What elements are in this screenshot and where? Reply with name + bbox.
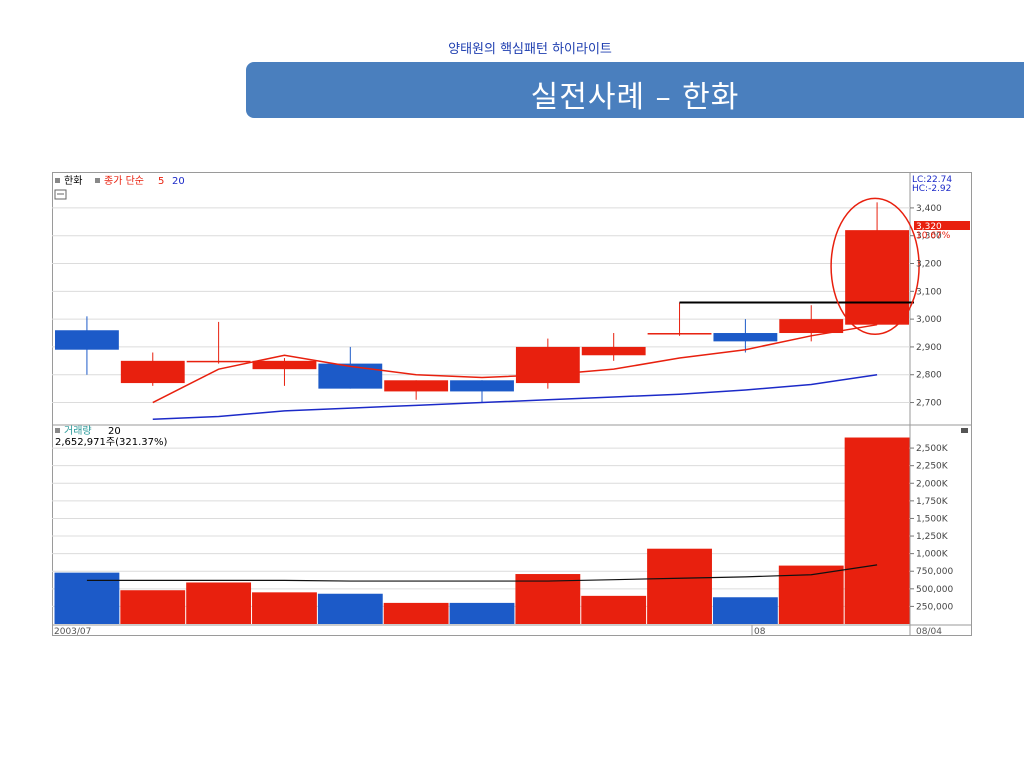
last-change: 10.67% <box>916 231 951 241</box>
candle-body <box>252 360 317 370</box>
volume-bar <box>515 574 581 624</box>
series-toggle-icon[interactable] <box>55 178 60 183</box>
volume-tick-label: 500,000 <box>916 585 953 595</box>
candles <box>55 202 909 403</box>
highlight-circle <box>830 197 920 335</box>
volume-label: 거래량 <box>64 425 92 437</box>
stock-chart: 3,400 3,300 3,200 3,100 3,000 2,900 2,800 2,700… <box>52 172 972 637</box>
stock-name: 한화 <box>64 175 82 187</box>
hc-label: HC:-2.92 <box>912 184 951 194</box>
price-tick-label: 3,000 <box>916 315 942 325</box>
date-start: 2003/07 <box>54 627 91 636</box>
volume-bar <box>252 592 317 624</box>
ma-label: 종가 단순 <box>104 175 144 187</box>
price-tick-label: 2,900 <box>916 343 942 353</box>
lc-label: LC:22.74 <box>912 175 952 185</box>
volume-bars <box>54 437 910 624</box>
candle-body <box>120 360 185 384</box>
candle-body <box>318 363 383 389</box>
volume-menu-icon[interactable] <box>961 428 968 433</box>
ma5-label: 5 <box>158 176 164 187</box>
volume-bar <box>449 602 515 624</box>
chart-frame <box>52 172 972 636</box>
volume-bar <box>54 572 120 624</box>
volume-tick-label: 2,500K <box>916 444 949 454</box>
volume-bar <box>581 595 647 624</box>
candle-body <box>450 380 514 392</box>
price-tick-label: 3,400 <box>916 204 942 214</box>
candle-body <box>384 380 449 392</box>
candle-body <box>779 319 844 334</box>
volume-tick-label: 750,000 <box>916 567 953 577</box>
candle-body <box>186 360 251 363</box>
price-tick-label: 2,700 <box>916 399 942 409</box>
candle-body <box>55 330 119 350</box>
ma20-label: 20 <box>172 176 185 187</box>
moving-averages <box>86 197 920 582</box>
volume-bar <box>120 590 186 624</box>
candle-body <box>713 333 778 342</box>
ma5-line <box>152 323 878 404</box>
volume-bar <box>383 602 449 624</box>
volume-tick-label: 2,250K <box>916 462 949 472</box>
candle-body <box>581 346 646 356</box>
volume-tick-label: 1,750K <box>916 497 949 507</box>
axis-ticks: 3,400 3,300 3,200 3,100 3,000 2,900 2,800 2,700… <box>910 204 953 612</box>
volume-bar <box>647 548 712 624</box>
slide-title: 실전사례 – 한화 <box>530 80 740 115</box>
candle-body <box>845 230 909 325</box>
volume-bar <box>317 593 383 624</box>
volume-tick-label: 250,000 <box>916 602 953 612</box>
volume-tick-label: 1,250K <box>916 532 949 542</box>
ma-toggle-icon[interactable] <box>95 178 100 183</box>
volume-ma-line <box>86 564 878 582</box>
candle-body <box>515 346 580 384</box>
price-tick-label: 3,300 <box>916 232 942 242</box>
volume-bar <box>186 582 252 624</box>
date-mid: 08 <box>754 627 766 636</box>
ma20-line <box>152 373 878 420</box>
volume-bar <box>844 437 910 624</box>
volume-tick-label: 1,000K <box>916 550 949 560</box>
title-bar: 실전사례 – 한화 <box>246 62 1024 118</box>
stock-chart-svg: 3,400 3,300 3,200 3,100 3,000 2,900 2,800 2,700… <box>52 172 972 637</box>
volume-bar <box>712 597 778 624</box>
price-tick-label: 3,100 <box>916 287 942 297</box>
volume-tick-label: 2,000K <box>916 479 949 489</box>
volume-period: 20 <box>108 426 121 437</box>
volume-toggle-icon[interactable] <box>55 428 60 433</box>
volume-tick-label: 1,500K <box>916 514 949 524</box>
price-tick-label: 2,800 <box>916 371 942 381</box>
volume-info: 2,652,971주(321.37%) <box>55 437 167 448</box>
slide-subtitle: 양태원의 핵심패턴 하이라이트 <box>448 42 612 57</box>
candle-body <box>647 333 712 335</box>
last-price-badge <box>914 221 970 230</box>
date-end: 08/04 <box>916 627 942 636</box>
price-tick-label: 3,200 <box>916 260 942 270</box>
last-price: 3,320 <box>916 222 942 232</box>
